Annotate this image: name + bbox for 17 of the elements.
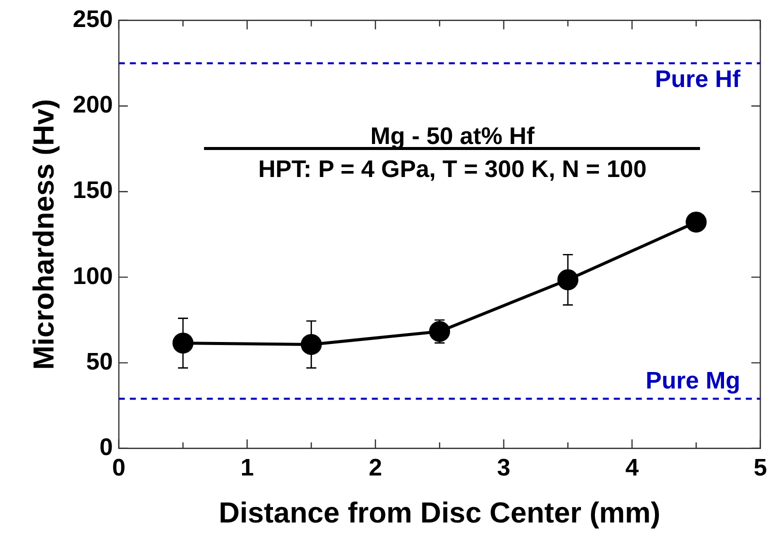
x-tick-label: 5 bbox=[754, 454, 768, 482]
ref-line-label: Pure Hf bbox=[654, 66, 742, 93]
y-tick-label: 50 bbox=[86, 348, 113, 376]
x-axis-title: Distance from Disc Center (mm) bbox=[218, 498, 660, 530]
annotation: HPT: P = 4 GPa, T = 300 K, N = 100 bbox=[258, 156, 647, 183]
y-tick-label: 200 bbox=[72, 92, 113, 119]
y-tick-label: 150 bbox=[72, 177, 113, 204]
y-tick-label: 0 bbox=[99, 434, 113, 462]
x-tick-label: 3 bbox=[497, 454, 510, 482]
x-tick-label: 2 bbox=[368, 454, 382, 482]
x-tick-label: 1 bbox=[240, 454, 254, 482]
annotation: Mg - 50 at% Hf bbox=[370, 122, 536, 150]
x-tick-label: 4 bbox=[625, 454, 640, 482]
ref-line-label: Pure Mg bbox=[646, 367, 740, 394]
y-axis-title: Microhardness (Hv) bbox=[28, 99, 60, 370]
y-tick-label: 250 bbox=[72, 6, 113, 34]
y-tick-label: 100 bbox=[72, 262, 113, 290]
